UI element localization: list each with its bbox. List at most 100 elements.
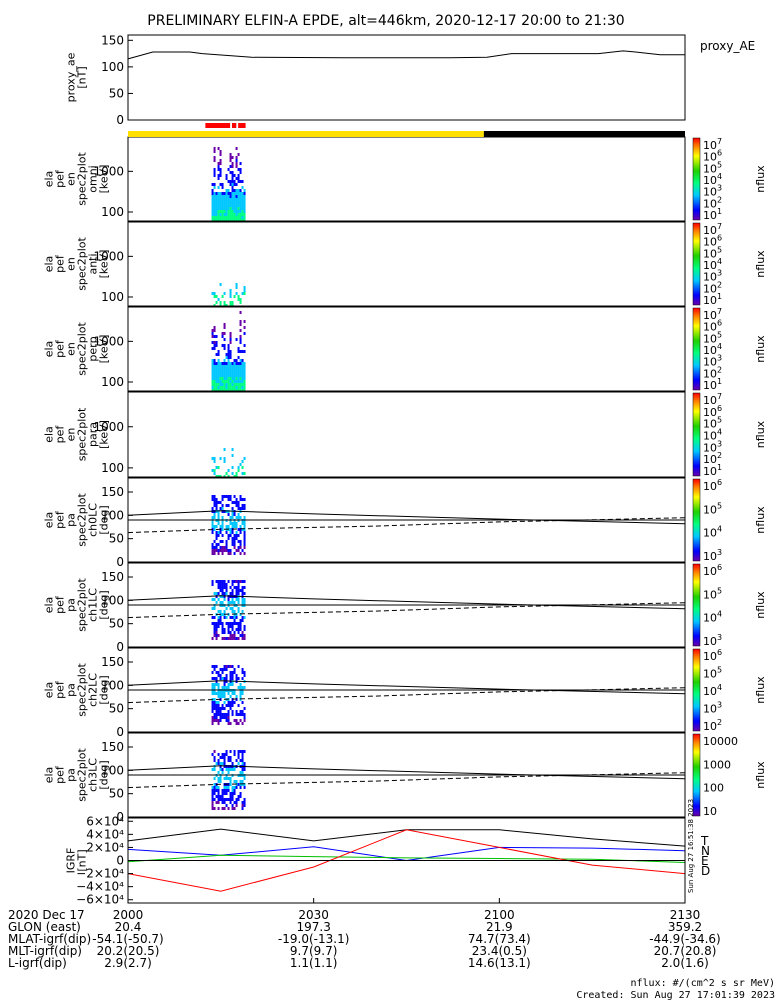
flux-pixel (243, 783, 246, 786)
flux-pixel (219, 507, 222, 510)
flux-pixel (239, 589, 242, 592)
flux-pixel (213, 540, 216, 543)
flux-pixel (243, 750, 246, 753)
flux-pixel (217, 168, 220, 171)
flux-pixel (217, 198, 220, 201)
sunlight-bar (128, 131, 484, 137)
flux-pixel (237, 507, 240, 510)
flux-pixel (219, 362, 222, 365)
flux-pixel (211, 804, 214, 807)
flux-pixel (243, 628, 246, 631)
flux-pixel (241, 498, 244, 501)
flux-pixel (213, 798, 216, 801)
flux-pixel (233, 786, 236, 789)
flux-pixel (221, 771, 224, 774)
flux-pixel (239, 783, 242, 786)
flux-pixel (227, 204, 230, 207)
y-tick-label: 100 (101, 290, 124, 304)
flux-pixel (239, 192, 242, 195)
flux-pixel (223, 801, 226, 804)
flux-pixel (233, 501, 236, 504)
colorbar-tick-label: 106 (703, 478, 722, 493)
flux-pixel (211, 374, 214, 377)
flux-pixel (227, 201, 230, 204)
flux-pixel (231, 671, 234, 674)
flux-pixel (241, 671, 244, 674)
colorbar-tick-label: 101 (703, 377, 722, 392)
flux-pixel (225, 543, 228, 546)
flux-pixel (229, 171, 232, 174)
flux-pixel (239, 298, 242, 301)
flux-pixel (235, 798, 238, 801)
flux-pixel (243, 804, 246, 807)
flux-pixel (211, 198, 214, 201)
flux-pixel (227, 344, 230, 347)
flux-pixel (223, 762, 226, 765)
flux-pixel (243, 777, 246, 780)
flux-pixel (223, 326, 226, 329)
flux-pixel (213, 383, 216, 386)
flux-pixel (217, 204, 220, 207)
flux-pixel (217, 692, 220, 695)
flux-pixel (227, 525, 230, 528)
flux-pixel (223, 598, 226, 601)
y-axis-label-line: en (65, 257, 78, 271)
flux-pixel (217, 177, 220, 180)
flux-pixel (227, 622, 230, 625)
flux-pixel (215, 692, 218, 695)
footer-value: 21.9 (486, 920, 513, 934)
flux-pixel (221, 549, 224, 552)
flux-pixel (221, 671, 224, 674)
flux-pixel (211, 377, 214, 380)
flux-pixel (221, 628, 224, 631)
flux-pixel (243, 383, 246, 386)
flux-pixel (239, 695, 242, 698)
flux-pixel (231, 301, 234, 304)
flux-pixel (233, 213, 236, 216)
flux-pixel (231, 216, 234, 219)
flux-pixel (213, 386, 216, 389)
flux-pixel (225, 668, 228, 671)
flux-pixel (223, 753, 226, 756)
flux-pixel (231, 180, 234, 183)
flux-pixel (221, 583, 224, 586)
flux-pixel (231, 386, 234, 389)
flux-pixel (243, 801, 246, 804)
flux-pixel (221, 637, 224, 640)
flux-pixel (217, 807, 220, 810)
y-axis-label-line: ela (43, 597, 56, 614)
flux-pixel (233, 616, 236, 619)
flux-pixel (239, 795, 242, 798)
flux-pixel (221, 371, 224, 374)
flux-pixel (233, 377, 236, 380)
flux-pixel (235, 783, 238, 786)
flux-pixel (235, 589, 238, 592)
flux-pixel (223, 292, 226, 295)
flux-pixel (231, 377, 234, 380)
flux-pixel (237, 607, 240, 610)
flux-pixel (243, 637, 246, 640)
flux-pixel (219, 216, 222, 219)
flux-pixel (217, 552, 220, 555)
flux-pixel (215, 719, 218, 722)
flux-pixel (229, 216, 232, 219)
panel-9: 6×10⁴4×10⁴2×10⁴0−2×10⁴−4×10⁴−6×10⁴IGRF[n… (65, 799, 711, 907)
flux-pixel (211, 543, 214, 546)
flux-pixel (225, 380, 228, 383)
flux-pixel (227, 198, 230, 201)
flux-pixel (211, 195, 214, 198)
flux-pixel (231, 580, 234, 583)
flux-pixel (235, 195, 238, 198)
flux-pixel (211, 768, 214, 771)
flux-pixel (237, 546, 240, 549)
flux-pixel (241, 756, 244, 759)
flux-pixel (243, 198, 246, 201)
flux-pixel (237, 469, 240, 472)
flux-pixel (243, 671, 246, 674)
flux-pixel (227, 510, 230, 513)
flux-pixel (221, 522, 224, 525)
flux-pixel (241, 374, 244, 377)
flux-pixel (217, 771, 220, 774)
y-axis-label-line: perp (87, 336, 100, 361)
